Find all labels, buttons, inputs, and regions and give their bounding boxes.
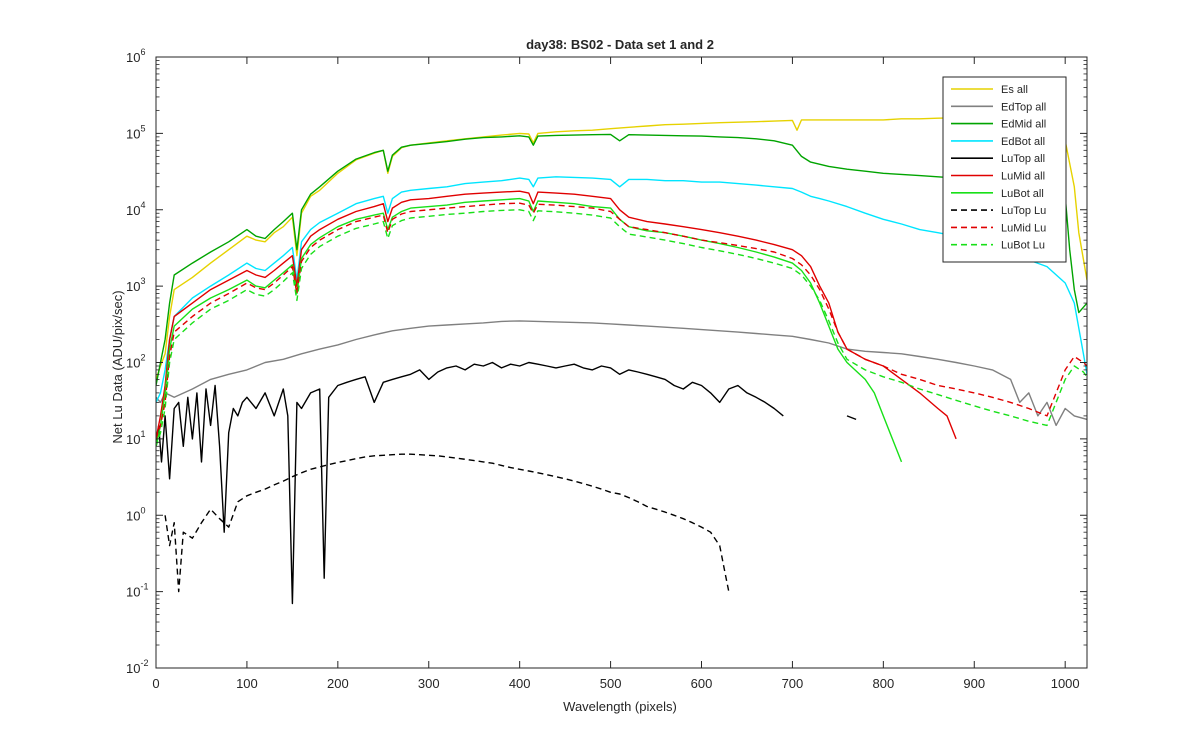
x-tick-label: 900 [963, 676, 985, 691]
series-line-4 [156, 176, 1087, 403]
legend-label: LuTop Lu [1001, 205, 1046, 217]
series-line-1 [156, 117, 1087, 380]
y-tick-label: 10-1 [126, 582, 148, 600]
legend: Es all EdTop all EdMid all EdBot all LuTop a… [942, 76, 1067, 263]
series-line-5 [156, 361, 857, 605]
legend-label: LuBot Lu [1001, 240, 1045, 252]
series-line-8 [164, 453, 730, 593]
x-tick-label: 1000 [1051, 676, 1080, 691]
legend-label: LuMid Lu [1001, 222, 1046, 234]
x-tick-label: 600 [691, 676, 713, 691]
y-tick-label: 103 [126, 276, 145, 294]
plot-area [156, 57, 1087, 668]
x-tick-label: 800 [872, 676, 894, 691]
series-layer [156, 117, 1087, 605]
series-line-2 [156, 320, 1087, 427]
x-tick-label: 100 [236, 676, 258, 691]
x-axis-label: Wavelength (pixels) [563, 699, 677, 714]
chart-title: day38: BS02 - Data set 1 and 2 [526, 37, 714, 52]
x-tick-label: 500 [600, 676, 622, 691]
x-tick-label: 400 [509, 676, 531, 691]
axis-ticks: 0 100 200 300 400 500 600 700 800 900 1000 10-2 10-1… [126, 47, 1087, 691]
y-tick-label: 104 [126, 200, 145, 218]
series-line-9 [156, 202, 1087, 440]
x-tick-label: 0 [152, 676, 159, 691]
series-line-6 [156, 190, 957, 440]
x-tick-label: 300 [418, 676, 440, 691]
x-tick-label: 700 [782, 676, 804, 691]
legend-label: EdTop all [1001, 101, 1046, 113]
legend-label: LuBot all [1001, 188, 1044, 200]
x-tick-label: 200 [327, 676, 349, 691]
series-line-3 [156, 133, 1087, 386]
y-axis-label: Net Lu Data (ADU/pix/sec) [110, 290, 125, 443]
legend-label: LuMid all [1001, 171, 1045, 183]
y-tick-label: 102 [126, 353, 145, 371]
legend-label: Es all [1001, 84, 1028, 96]
legend-label: EdMid all [1001, 119, 1046, 131]
y-tick-label: 10-2 [126, 658, 148, 676]
legend-box [942, 76, 1067, 263]
y-tick-label: 100 [126, 505, 145, 523]
y-tick-label: 105 [126, 123, 145, 141]
y-tick-label: 101 [126, 429, 145, 447]
series-line-7 [156, 197, 903, 463]
legend-label: EdBot all [1001, 136, 1045, 148]
y-tick-label: 106 [126, 47, 145, 65]
legend-label: LuTop all [1001, 153, 1045, 165]
